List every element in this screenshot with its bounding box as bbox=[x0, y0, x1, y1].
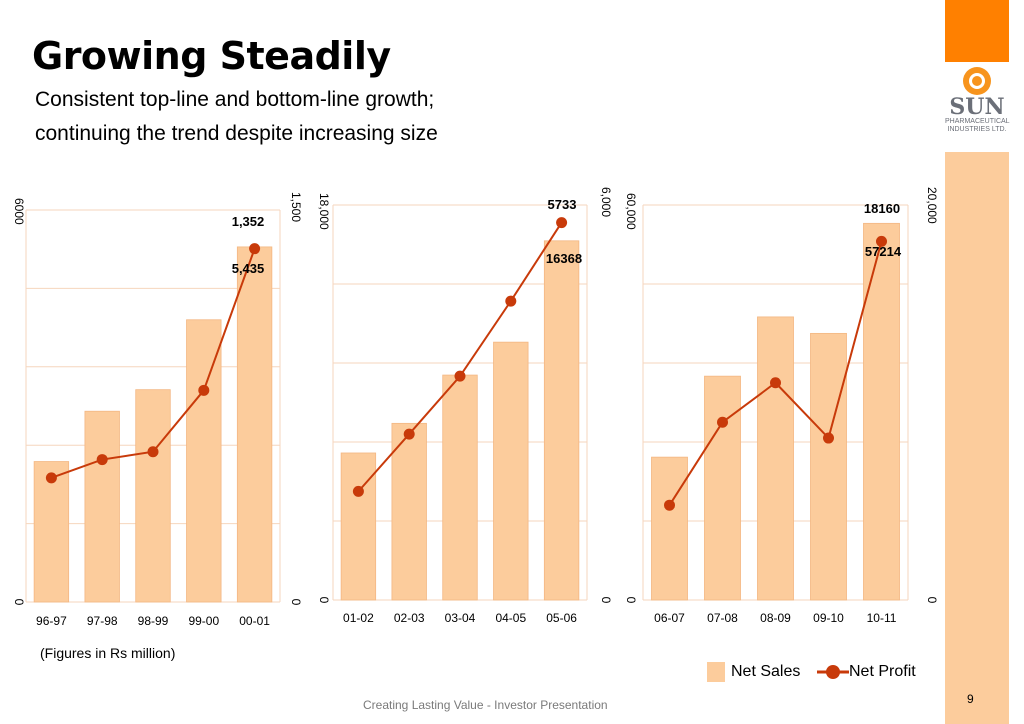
point-net-profit bbox=[403, 428, 415, 440]
right-axis-tick-label: 0 bbox=[289, 599, 303, 606]
x-tick-label: 02-03 bbox=[394, 611, 425, 625]
x-tick-label: 97-98 bbox=[87, 614, 118, 628]
page-number: 9 bbox=[967, 692, 974, 706]
point-net-profit bbox=[45, 472, 57, 484]
point-net-profit bbox=[664, 499, 675, 511]
bar-net-sales bbox=[757, 316, 794, 601]
point-net-profit bbox=[96, 454, 108, 466]
point-net-profit bbox=[147, 446, 159, 458]
point-net-profit bbox=[249, 243, 261, 255]
left-axis-tick-label: 0 bbox=[12, 599, 26, 606]
point-net-profit bbox=[198, 384, 210, 396]
x-tick-label: 04-05 bbox=[495, 611, 526, 625]
data-label-net-profit: 5733 bbox=[548, 197, 577, 212]
left-axis-tick-label: 6000 bbox=[12, 198, 26, 225]
x-tick-label: 98-99 bbox=[138, 614, 169, 628]
point-net-profit bbox=[876, 235, 887, 247]
x-tick-label: 07-08 bbox=[707, 611, 738, 625]
point-net-profit bbox=[823, 432, 834, 444]
left-axis-tick-label: 0 bbox=[624, 597, 638, 604]
legend-swatch-line bbox=[817, 665, 849, 679]
data-label-net-profit: 18160 bbox=[864, 201, 900, 216]
logo-subline-2: INDUSTRIES LTD. bbox=[947, 126, 1007, 133]
left-axis-tick-label: 0 bbox=[317, 597, 331, 604]
header-accent-block bbox=[945, 0, 1009, 62]
right-axis-tick-label: 20,000 bbox=[925, 187, 939, 224]
slide-subtitle-line1: Consistent top-line and bottom-line grow… bbox=[35, 88, 435, 111]
point-net-profit bbox=[454, 370, 466, 382]
sun-logo-icon bbox=[963, 67, 991, 95]
bar-net-sales bbox=[186, 319, 222, 603]
legend-swatch-bar bbox=[707, 662, 725, 682]
x-tick-label: 00-01 bbox=[239, 614, 270, 628]
data-label-net-profit: 1,352 bbox=[232, 214, 265, 229]
legend-label-net-profit: Net Profit bbox=[849, 663, 916, 680]
x-tick-label: 06-07 bbox=[654, 611, 685, 625]
point-net-profit bbox=[556, 217, 568, 229]
bar-net-sales bbox=[493, 341, 529, 601]
bar-net-sales bbox=[651, 456, 688, 601]
point-net-profit bbox=[505, 295, 517, 307]
slide-subtitle-line2: continuing the trend despite increasing … bbox=[35, 122, 438, 145]
company-logo: SUN PHARMACEUTICAL INDUSTRIES LTD. bbox=[945, 62, 1010, 150]
data-label-net-sales: 5,435 bbox=[232, 261, 265, 276]
figures-note: (Figures in Rs million) bbox=[40, 645, 176, 661]
right-axis-tick-label: 0 bbox=[599, 597, 613, 604]
bar-net-sales bbox=[33, 461, 70, 603]
slide-footer: Creating Lasting Value - Investor Presen… bbox=[363, 698, 608, 712]
point-net-profit bbox=[717, 416, 728, 428]
logo-subline-1: PHARMACEUTICAL bbox=[945, 118, 1010, 125]
logo-wordmark: SUN bbox=[949, 94, 1005, 120]
bar-net-sales bbox=[84, 410, 120, 603]
point-net-profit bbox=[352, 485, 364, 497]
bar-net-sales bbox=[442, 374, 478, 601]
slide-title: Growing Steadily bbox=[32, 34, 391, 78]
x-tick-label: 09-10 bbox=[813, 611, 844, 625]
right-axis-tick-label: 6,000 bbox=[599, 187, 613, 217]
bar-net-sales bbox=[863, 222, 900, 601]
legend-item-net-profit: Net Profit bbox=[817, 662, 916, 682]
bar-net-sales bbox=[543, 240, 580, 601]
side-decoration-bar bbox=[945, 152, 1009, 724]
data-label-net-sales: 16368 bbox=[546, 251, 582, 266]
bar-net-sales bbox=[135, 389, 171, 603]
bar-net-sales bbox=[236, 246, 273, 603]
point-net-profit bbox=[770, 377, 781, 389]
data-label-net-sales: 57214 bbox=[865, 244, 902, 259]
x-tick-label: 99-00 bbox=[188, 614, 219, 628]
left-axis-tick-label: 60,000 bbox=[624, 193, 638, 230]
bar-net-sales bbox=[340, 452, 377, 601]
right-axis-tick-label: 0 bbox=[925, 597, 939, 604]
x-tick-label: 03-04 bbox=[445, 611, 476, 625]
legend-label-net-sales: Net Sales bbox=[731, 663, 801, 680]
right-axis-tick-label: 1,500 bbox=[289, 192, 303, 222]
bar-net-sales bbox=[704, 375, 741, 601]
bar-net-sales bbox=[810, 332, 847, 601]
left-axis-tick-label: 18,000 bbox=[317, 193, 331, 230]
bar-net-sales bbox=[391, 422, 427, 601]
x-tick-label: 10-11 bbox=[867, 611, 897, 625]
x-tick-label: 05-06 bbox=[546, 611, 577, 625]
legend-item-net-sales: Net Sales bbox=[707, 662, 800, 682]
x-tick-label: 96-97 bbox=[36, 614, 67, 628]
x-tick-label: 08-09 bbox=[760, 611, 791, 625]
x-tick-label: 01-02 bbox=[343, 611, 374, 625]
